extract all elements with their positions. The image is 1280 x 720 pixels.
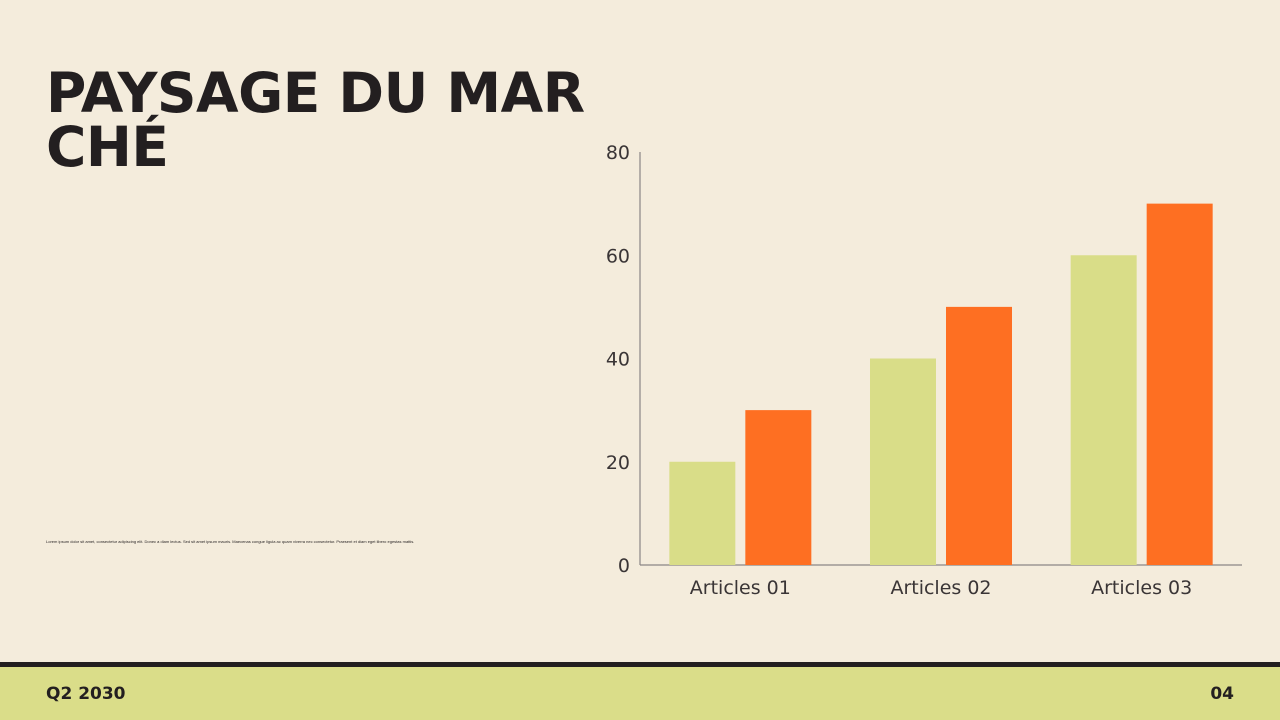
y-tick-label: 80	[606, 142, 630, 164]
footer-date: Q2 2030	[46, 684, 126, 704]
page-number: 04	[1210, 684, 1234, 704]
bar-series-2-3	[1146, 203, 1213, 565]
x-tick-label: Articles 01	[690, 577, 791, 599]
y-tick-label: 60	[606, 245, 630, 267]
bar-chart: 0 20 40 60 80 Articles 01 Articles 02 Articles …	[606, 142, 1242, 599]
bar-series-1-3	[1070, 255, 1137, 565]
footer-bar: Q2 2030 04	[0, 667, 1280, 720]
y-tick-label: 40	[606, 349, 630, 371]
x-tick-label: Articles 02	[890, 577, 991, 599]
y-tick-label: 20	[606, 452, 630, 474]
body-text: Lorem ipsum dolor sit amet, consectetur …	[46, 539, 415, 544]
bar-series-2-1	[745, 410, 812, 565]
bar-series-1-1	[669, 461, 736, 565]
y-tick-label: 0	[618, 555, 630, 577]
slide-title: PAYSAGE DU MARCHÉ	[46, 61, 585, 179]
bar-series-2-2	[946, 306, 1012, 565]
x-tick-label: Articles 03	[1091, 577, 1192, 599]
footer-divider	[0, 662, 1280, 667]
bar-series-1-2	[870, 358, 936, 565]
